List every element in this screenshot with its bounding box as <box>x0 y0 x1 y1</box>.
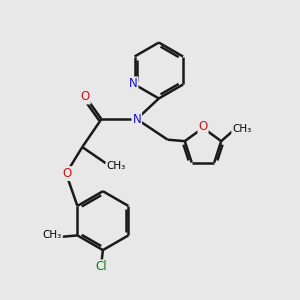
Text: O: O <box>81 91 90 103</box>
Text: N: N <box>132 112 141 126</box>
Text: N: N <box>129 77 137 90</box>
Text: O: O <box>62 167 71 180</box>
Text: CH₃: CH₃ <box>232 124 251 134</box>
Text: Cl: Cl <box>96 260 107 273</box>
Text: CH₃: CH₃ <box>43 230 62 240</box>
Text: CH₃: CH₃ <box>106 160 126 171</box>
Text: O: O <box>198 120 208 133</box>
